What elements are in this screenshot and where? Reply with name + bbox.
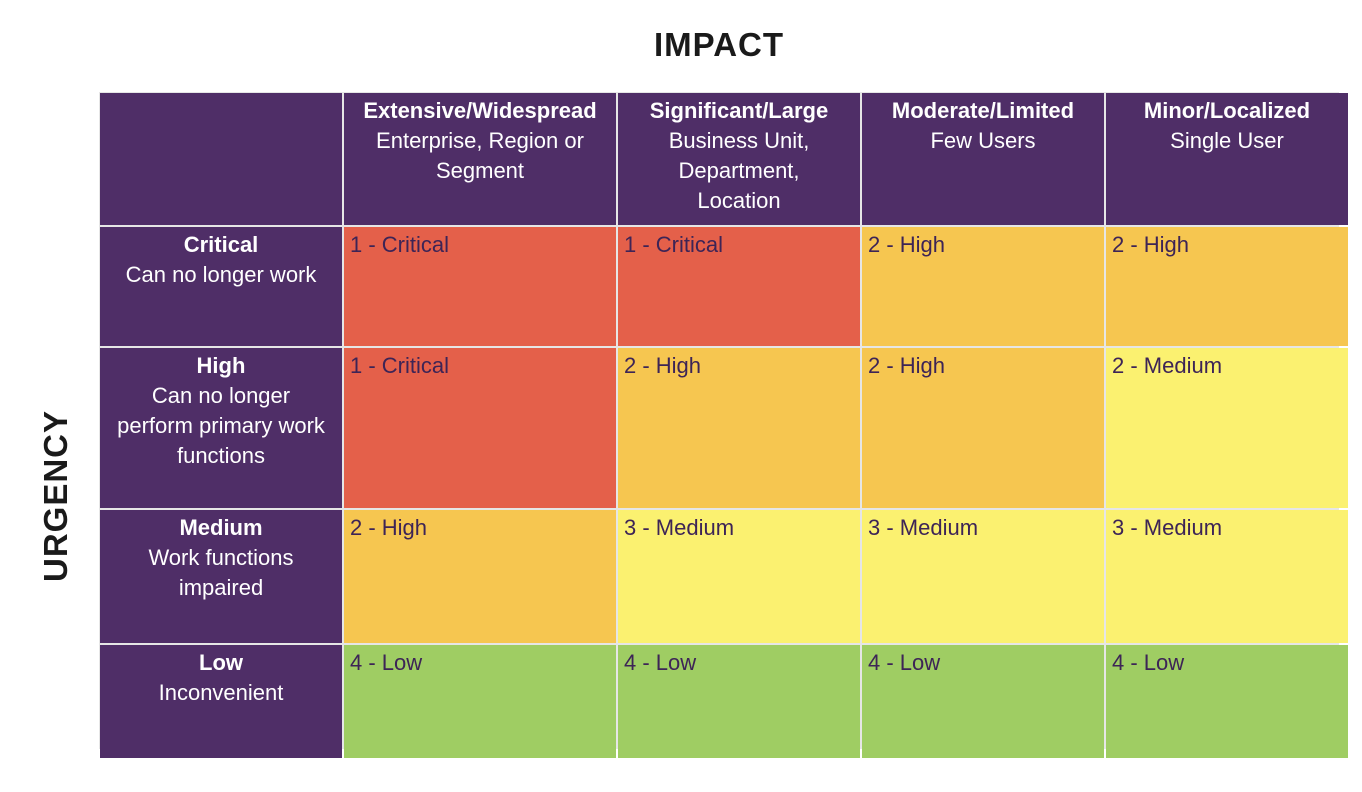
- urgency-row-label: Critical: [183, 232, 259, 257]
- impact-column-label: Extensive/Widespread: [363, 98, 597, 123]
- matrix-corner: [100, 93, 342, 225]
- priority-cell: 3 - Medium: [618, 510, 860, 643]
- impact-column-header: Moderate/Limited Few Users: [862, 93, 1104, 225]
- impact-column-detail: Enterprise, Region or Segment: [376, 128, 584, 183]
- priority-cell: 2 - High: [1106, 227, 1348, 346]
- priority-cell: 4 - Low: [618, 645, 860, 758]
- urgency-row-label: Medium: [179, 515, 263, 540]
- priority-cell: 4 - Low: [862, 645, 1104, 758]
- urgency-row-header: Low Inconvenient: [100, 645, 342, 758]
- priority-cell: 1 - Critical: [618, 227, 860, 346]
- priority-cell: 2 - High: [862, 227, 1104, 346]
- impact-column-label: Moderate/Limited: [891, 98, 1075, 123]
- priority-cell: 4 - Low: [344, 645, 616, 758]
- priority-cell: 3 - Medium: [862, 510, 1104, 643]
- urgency-row-header: High Can no longer perform primary work …: [100, 348, 342, 508]
- impact-column-header: Extensive/Widespread Enterprise, Region …: [344, 93, 616, 225]
- impact-column-label: Significant/Large: [649, 98, 829, 123]
- urgency-row-detail: Can no longer perform primary work funct…: [117, 383, 325, 468]
- urgency-axis-title: URGENCY: [37, 409, 74, 583]
- urgency-row-detail: Can no longer work: [125, 262, 317, 287]
- urgency-row-detail: Work functions impaired: [148, 545, 294, 600]
- impact-column-header: Minor/Localized Single User: [1106, 93, 1348, 225]
- priority-cell: 3 - Medium: [1106, 510, 1348, 643]
- priority-cell: 2 - High: [344, 510, 616, 643]
- urgency-row-header: Critical Can no longer work: [100, 227, 342, 346]
- urgency-row-label: Low: [199, 650, 243, 675]
- urgency-row-label: High: [196, 353, 246, 378]
- priority-matrix: Extensive/Widespread Enterprise, Region …: [99, 92, 1348, 758]
- priority-cell: 1 - Critical: [344, 227, 616, 346]
- impact-column-detail: Business Unit, Department, Location: [668, 128, 810, 213]
- urgency-row-detail: Inconvenient: [158, 680, 284, 705]
- urgency-row-header: Medium Work functions impaired: [100, 510, 342, 643]
- priority-cell: 2 - High: [618, 348, 860, 508]
- priority-cell: 4 - Low: [1106, 645, 1348, 758]
- priority-cell: 1 - Critical: [344, 348, 616, 508]
- impact-column-label: Minor/Localized: [1143, 98, 1311, 123]
- impact-axis-title: IMPACT: [653, 26, 785, 63]
- priority-cell: 2 - Medium: [1106, 348, 1348, 508]
- impact-column-detail: Few Users: [930, 128, 1036, 153]
- impact-column-header: Significant/Large Business Unit, Departm…: [618, 93, 860, 225]
- impact-column-detail: Single User: [1170, 128, 1284, 153]
- priority-cell: 2 - High: [862, 348, 1104, 508]
